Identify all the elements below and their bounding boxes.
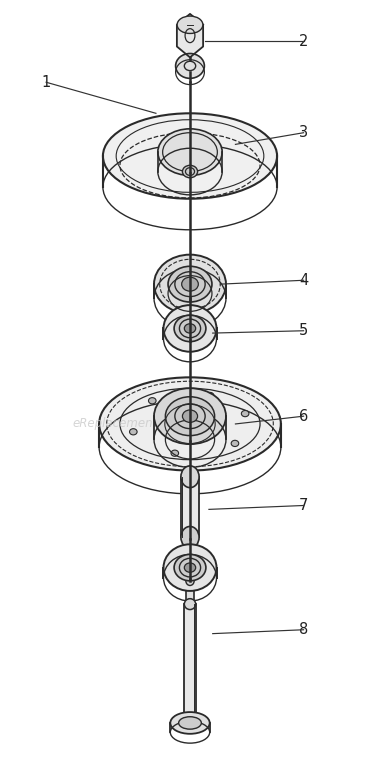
Ellipse shape [165,162,170,166]
Ellipse shape [99,377,281,471]
Text: 4: 4 [299,273,308,288]
Ellipse shape [181,527,199,548]
Text: 6: 6 [299,408,308,424]
Ellipse shape [163,545,217,591]
Ellipse shape [182,277,198,291]
Ellipse shape [158,129,222,175]
Ellipse shape [154,388,226,444]
Text: 2: 2 [299,33,308,48]
Ellipse shape [184,563,196,573]
Polygon shape [177,14,203,58]
Ellipse shape [206,392,214,398]
Ellipse shape [184,599,196,609]
Text: 1: 1 [41,75,51,89]
Ellipse shape [168,266,212,302]
Text: 5: 5 [299,323,308,338]
Text: eReplacementParts.com: eReplacementParts.com [73,418,217,430]
Ellipse shape [181,466,199,488]
Ellipse shape [174,555,206,581]
Ellipse shape [182,166,198,177]
Ellipse shape [103,114,277,198]
Ellipse shape [186,576,194,586]
Ellipse shape [171,450,179,457]
Ellipse shape [176,54,204,79]
Ellipse shape [174,315,206,342]
Bar [186,581,194,605]
Ellipse shape [170,712,210,734]
Ellipse shape [163,305,217,352]
Text: 7: 7 [299,498,308,513]
Ellipse shape [231,440,239,447]
Ellipse shape [182,410,198,422]
Ellipse shape [149,398,156,404]
Ellipse shape [179,717,201,729]
Ellipse shape [165,397,215,436]
Bar [184,605,196,723]
Ellipse shape [241,411,249,417]
Ellipse shape [154,254,226,314]
Bar [181,477,199,538]
Text: 8: 8 [299,622,308,637]
Ellipse shape [184,324,196,333]
Ellipse shape [130,429,137,435]
Ellipse shape [177,16,203,33]
Text: 3: 3 [299,125,308,140]
